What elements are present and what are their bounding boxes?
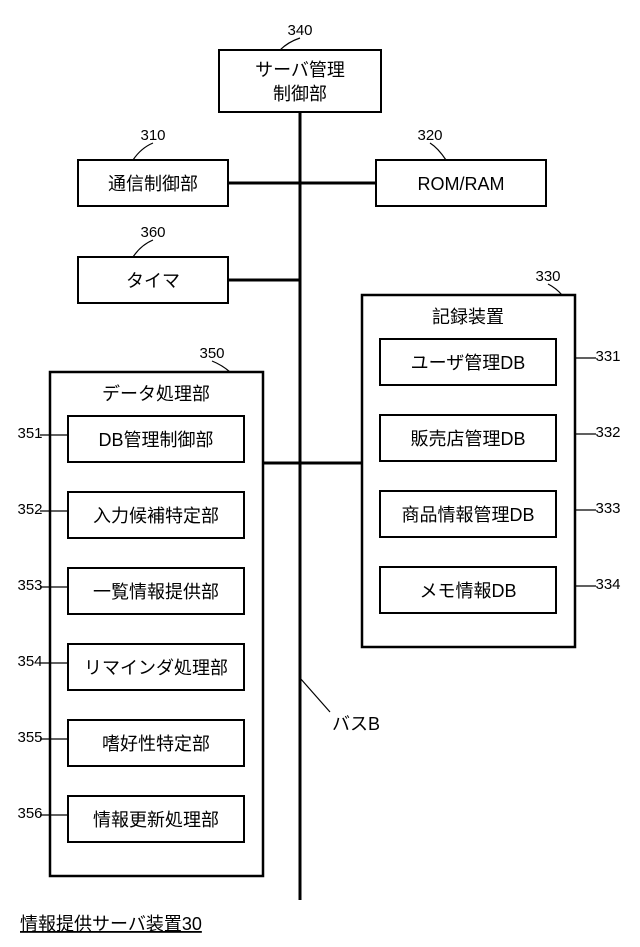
node-356-num: 356 [17, 805, 42, 822]
block-diagram: サーバ管理 制御部 340 通信制御部 310 ROM/RAM 320 タイマ … [0, 0, 640, 947]
node-340-num: 340 [287, 22, 312, 39]
leader-icon [133, 240, 153, 257]
leader-icon [280, 38, 300, 50]
node-350-label: データ処理部 [102, 384, 210, 404]
node-332-num: 332 [595, 424, 620, 441]
node-351-label: DB管理制御部 [98, 430, 213, 450]
node-334-num: 334 [595, 576, 620, 593]
node-353-label: 一覧情報提供部 [93, 582, 219, 602]
node-350-num: 350 [199, 345, 224, 362]
node-332-label: 販売店管理DB [410, 429, 525, 449]
node-355-num: 355 [17, 729, 42, 746]
bus-label: バスB [332, 714, 380, 734]
node-330-label: 記録装置 [432, 307, 504, 327]
leader-icon [212, 361, 230, 372]
node-354-num: 354 [17, 653, 42, 670]
node-352-num: 352 [17, 501, 42, 518]
node-330-num: 330 [535, 268, 560, 285]
node-352-label: 入力候補特定部 [93, 506, 219, 526]
leader-icon [548, 284, 562, 295]
leader-icon [300, 678, 330, 712]
node-340-label1: サーバ管理 [255, 60, 345, 80]
node-360-num: 360 [140, 224, 165, 241]
node-354-label: リマインダ処理部 [84, 658, 228, 678]
node-355-label: 嗜好性特定部 [102, 734, 210, 754]
node-320-num: 320 [417, 127, 442, 144]
node-310-num: 310 [140, 127, 165, 144]
node-360-label: タイマ [126, 271, 180, 291]
node-320-label: ROM/RAM [418, 174, 505, 194]
leader-icon [133, 143, 153, 160]
node-340-label2: 制御部 [273, 84, 327, 104]
node-351-num: 351 [17, 425, 42, 442]
node-310-label: 通信制御部 [108, 174, 198, 194]
node-333-label: 商品情報管理DB [401, 505, 534, 525]
node-353-num: 353 [17, 577, 42, 594]
diagram-title: 情報提供サーバ装置30 [20, 914, 202, 934]
node-331-label: ユーザ管理DB [411, 353, 526, 373]
node-331-num: 331 [595, 348, 620, 365]
node-334-label: メモ情報DB [419, 581, 516, 601]
leader-icon [430, 143, 446, 160]
node-333-num: 333 [595, 500, 620, 517]
node-356-label: 情報更新処理部 [93, 810, 219, 830]
